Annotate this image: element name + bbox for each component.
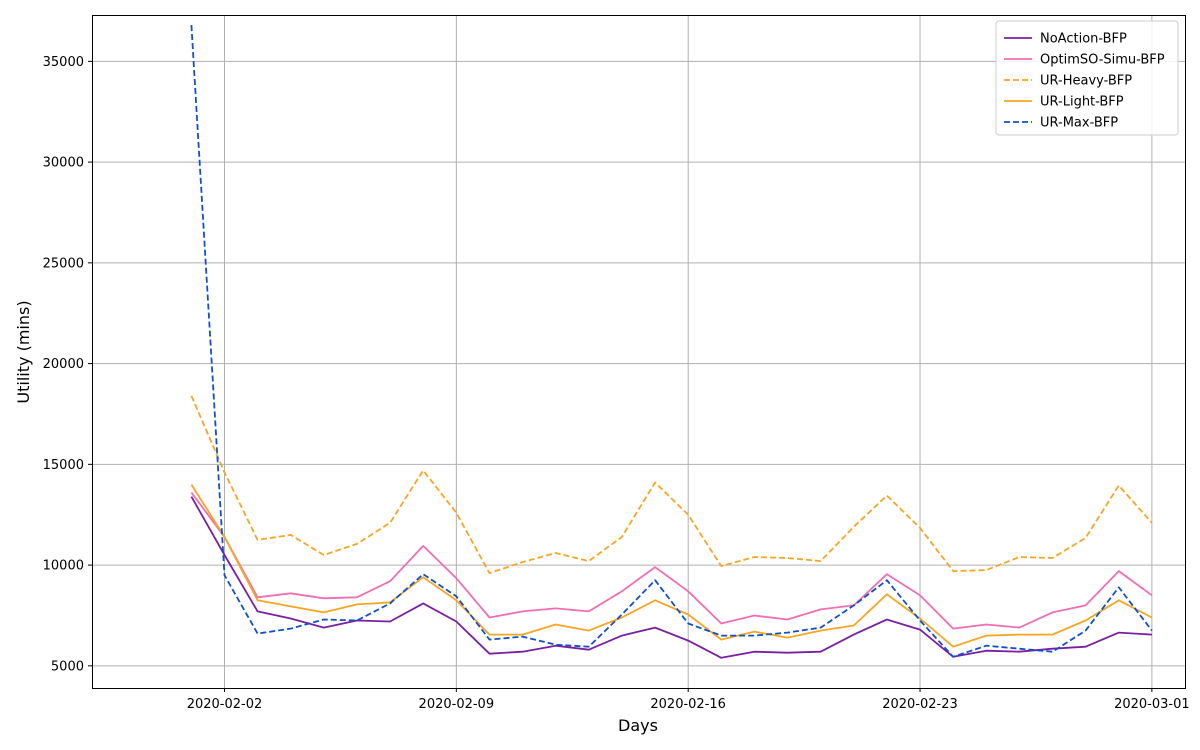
series-lines (190, 25, 1153, 659)
series-line (190, 395, 1153, 574)
x-axis-label: Days (618, 716, 658, 735)
legend-label: UR-Heavy-BFP (1040, 74, 1132, 89)
x-axis-ticks: 2020-02-02 2020-02-09 2020-02-16 2020-02-23… (187, 688, 1190, 712)
legend-label: NoAction-BFP (1040, 32, 1127, 47)
y-tick-label: 25000 (43, 256, 84, 271)
x-tick-label: 2020-02-09 (419, 697, 495, 712)
series-line (190, 496, 1152, 659)
y-tick-label: 30000 (43, 156, 84, 171)
plot-frame (92, 15, 1186, 689)
x-tick-label: 2020-02-23 (882, 697, 958, 712)
legend-label: OptimSO-Simu-BFP (1040, 53, 1165, 68)
y-tick-label: 5000 (51, 659, 84, 674)
y-tick-label: 35000 (43, 55, 84, 70)
legend-label: UR-Light-BFP (1040, 95, 1124, 110)
series-line (190, 491, 1153, 630)
series-line (190, 25, 1153, 658)
x-tick-label: 2020-02-16 (650, 697, 726, 712)
x-tick-label: 2020-03-01 (1114, 697, 1190, 712)
x-tick-label: 2020-02-02 (187, 697, 263, 712)
legend-label: UR-Max-BFP (1040, 116, 1118, 131)
y-tick-label: 10000 (43, 559, 84, 574)
grid-lines (92, 15, 1185, 688)
legend-box (995, 20, 1179, 136)
legend: NoAction-BFP OptimSO-Simu-BFP UR-Heavy-BFP… (995, 20, 1179, 136)
y-tick-label: 15000 (43, 458, 84, 473)
y-axis-label: Utility (mins) (14, 300, 33, 403)
y-tick-label: 20000 (43, 357, 84, 372)
series-line (190, 484, 1153, 648)
y-axis-ticks: 5000 10000 15000 20000 25000 30000 35000 (43, 55, 92, 674)
